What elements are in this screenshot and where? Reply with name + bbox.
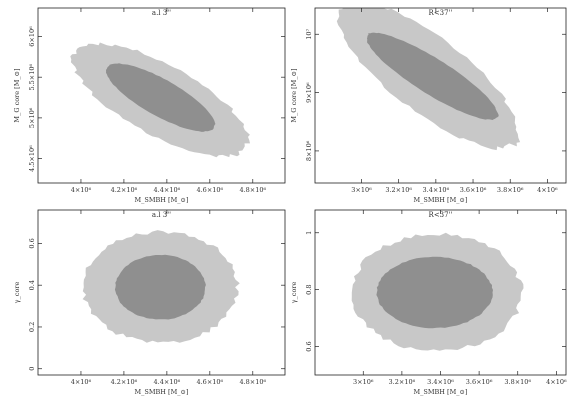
x-tick-label: 3.8×10⁶ xyxy=(504,378,531,386)
y-tick-label: 0.6 xyxy=(305,341,313,351)
panel-top-right: R<37'' 3×10⁶ 3.2×10⁶ 3.4×10⁶ 3.6×10⁶ 3.8×10⁶ 4… xyxy=(290,7,567,204)
y-axis-label: γ_core xyxy=(13,282,21,304)
plot-frame xyxy=(314,7,567,184)
contour-inner-region xyxy=(114,254,206,320)
plot-frame xyxy=(37,7,286,184)
x-tick-label: 4×10⁶ xyxy=(546,378,567,386)
x-tick-label: 4.4×10⁶ xyxy=(154,186,181,194)
x-tick-label: 3.4×10⁶ xyxy=(427,378,454,386)
panel-bottom-left: a.l 3'' 4×10⁶ 4.2×10⁶ 4.4×10⁶ 4.6×10⁶ 4.8×10⁶… xyxy=(13,209,286,396)
y-axis-label: γ_core xyxy=(290,282,298,304)
y-tick-label: 0 xyxy=(28,367,36,371)
panel-top-left: a.l 3'' 4×10⁶ 4.2×10⁶ 4.4×10⁶ 4.6×10⁶ 4.8×10⁶… xyxy=(13,7,286,204)
y-tick-label: 10⁷ xyxy=(305,28,313,39)
x-tick-label: 4.8×10⁶ xyxy=(239,378,266,386)
y-tick-label: 5×10⁶ xyxy=(28,107,36,128)
contour-inner-region xyxy=(106,63,216,132)
panel-title: a.l 3'' xyxy=(152,211,171,219)
x-tick-label: 4.6×10⁶ xyxy=(196,378,223,386)
panel-title: R<37'' xyxy=(429,211,453,219)
x-tick-label: 3.4×10⁶ xyxy=(423,186,450,194)
y-tick-label: 1 xyxy=(305,231,313,235)
y-tick-label: 8×10⁶ xyxy=(305,140,313,161)
x-axis-label: M_SMBH [M_⊙] xyxy=(414,196,468,204)
y-tick-label: 0.6 xyxy=(28,238,36,248)
x-tick-label: 3×10⁶ xyxy=(351,186,372,194)
contour-group xyxy=(70,42,250,158)
y-tick-label: 0.4 xyxy=(28,280,36,290)
contour-group xyxy=(82,230,240,343)
x-tick-label: 4×10⁶ xyxy=(71,186,92,194)
y-tick-label: 0.2 xyxy=(28,322,36,332)
panel-bottom-right: R<37'' 3×10⁶ 3.2×10⁶ 3.4×10⁶ 3.6×10⁶ 3.8×10⁶ 4… xyxy=(290,209,567,396)
contour-inner-region xyxy=(367,32,499,120)
y-tick-label: 0.8 xyxy=(305,284,313,294)
x-tick-label: 4×10⁶ xyxy=(537,186,558,194)
plot-frame xyxy=(37,209,286,376)
x-tick-label: 3.2×10⁶ xyxy=(385,186,412,194)
x-tick-label: 4×10⁶ xyxy=(71,378,92,386)
x-axis-label: M_SMBH [M_⊙] xyxy=(135,196,189,204)
y-axis-label: M_G core [M_⊙] xyxy=(13,68,21,122)
x-tick-label: 3.6×10⁶ xyxy=(466,378,493,386)
contour-group xyxy=(336,8,521,151)
x-tick-label: 4.2×10⁶ xyxy=(111,378,138,386)
panel-title: a.l 3'' xyxy=(152,9,171,17)
x-tick-label: 3.6×10⁶ xyxy=(460,186,487,194)
y-tick-label: 9×10⁶ xyxy=(305,82,313,103)
x-tick-label: 3×10⁶ xyxy=(353,378,374,386)
contour-inner-region xyxy=(376,256,493,329)
x-axis-label: M_SMBH [M_⊙] xyxy=(135,388,189,396)
x-tick-label: 4.6×10⁶ xyxy=(196,186,223,194)
contour-group xyxy=(351,232,524,351)
panel-title: R<37'' xyxy=(429,9,453,17)
x-tick-label: 4.8×10⁶ xyxy=(239,186,266,194)
x-tick-label: 3.8×10⁶ xyxy=(497,186,524,194)
x-tick-label: 4.4×10⁶ xyxy=(154,378,181,386)
y-tick-label: 4.5×10⁶ xyxy=(28,145,36,172)
y-tick-label: 6×10⁶ xyxy=(28,26,36,47)
x-tick-label: 3.2×10⁶ xyxy=(389,378,416,386)
x-tick-label: 4.2×10⁶ xyxy=(111,186,138,194)
y-tick-label: 5.5×10⁶ xyxy=(28,63,36,90)
y-axis-label: M_G core [M_⊙] xyxy=(290,68,298,122)
x-axis-label: M_SMBH [M_⊙] xyxy=(414,388,468,396)
